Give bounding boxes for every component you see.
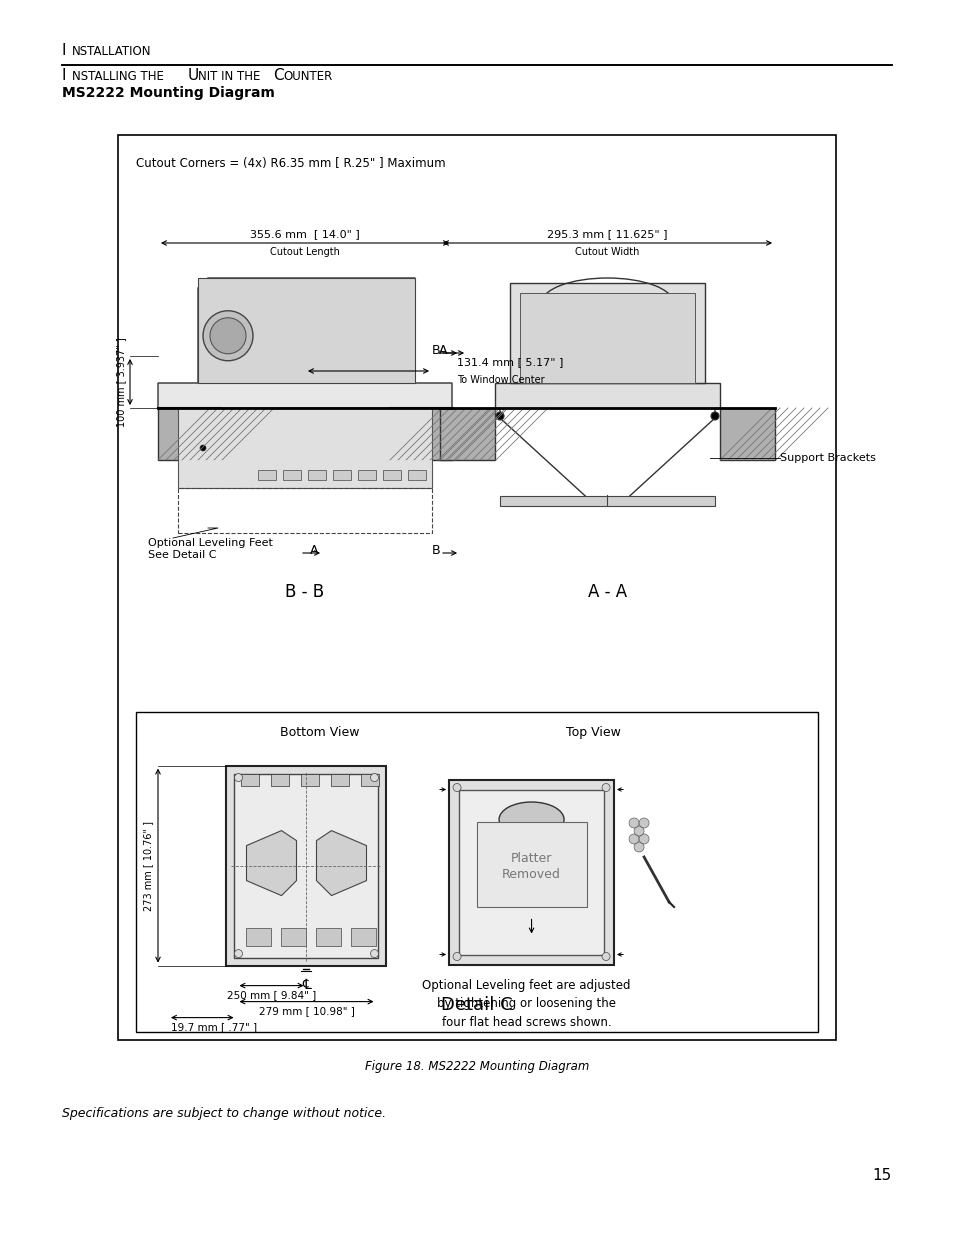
- Circle shape: [234, 773, 242, 782]
- Text: NSTALLATION: NSTALLATION: [71, 44, 152, 58]
- Bar: [476, 823, 586, 906]
- Bar: [281, 927, 306, 946]
- Text: Support Brackets: Support Brackets: [780, 453, 875, 463]
- Circle shape: [628, 834, 639, 844]
- Bar: [118, 135, 835, 1040]
- Text: Optional Leveling Feet
See Detail C: Optional Leveling Feet See Detail C: [148, 538, 273, 559]
- Bar: [226, 766, 386, 966]
- Text: Platter
Removed: Platter Removed: [501, 852, 560, 882]
- Bar: [315, 927, 340, 946]
- Bar: [357, 471, 375, 480]
- Text: Optional Leveling feet are adjusted
by tightening or loosening the
four flat hea: Optional Leveling feet are adjusted by t…: [422, 979, 630, 1029]
- Text: Specifications are subject to change without notice.: Specifications are subject to change wit…: [62, 1107, 386, 1120]
- Text: I: I: [62, 43, 67, 58]
- Bar: [390, 408, 452, 459]
- Text: Bottom View: Bottom View: [280, 726, 359, 739]
- Text: Top View: Top View: [565, 726, 619, 739]
- Bar: [499, 496, 714, 506]
- Bar: [449, 779, 614, 965]
- Text: Cutout Width: Cutout Width: [575, 247, 639, 257]
- Bar: [408, 471, 426, 480]
- Circle shape: [601, 783, 609, 792]
- Text: 279 mm [ 10.98" ]: 279 mm [ 10.98" ]: [258, 1005, 355, 1015]
- Text: ℄: ℄: [302, 978, 311, 992]
- Text: 131.4 mm [ 5.17" ]: 131.4 mm [ 5.17" ]: [456, 357, 563, 367]
- Bar: [198, 278, 415, 383]
- Circle shape: [496, 412, 503, 420]
- Bar: [458, 789, 603, 955]
- Bar: [178, 408, 432, 488]
- Bar: [234, 773, 378, 957]
- Text: NSTALLING THE: NSTALLING THE: [71, 70, 168, 83]
- Bar: [283, 471, 301, 480]
- Circle shape: [639, 818, 648, 827]
- Circle shape: [601, 952, 609, 961]
- Circle shape: [710, 412, 719, 420]
- Text: 355.6 mm  [ 14.0" ]: 355.6 mm [ 14.0" ]: [250, 228, 359, 240]
- Bar: [439, 408, 495, 459]
- Text: 19.7 mm [ .77" ]: 19.7 mm [ .77" ]: [171, 1021, 257, 1031]
- Text: A: A: [438, 343, 447, 357]
- Bar: [257, 471, 275, 480]
- Text: B: B: [431, 543, 439, 557]
- Circle shape: [639, 834, 648, 844]
- Bar: [136, 713, 817, 1032]
- Bar: [331, 773, 349, 785]
- Text: C: C: [273, 68, 283, 83]
- Text: 15: 15: [872, 1168, 891, 1183]
- Circle shape: [203, 311, 253, 361]
- Text: B - B: B - B: [285, 583, 324, 601]
- Text: Cutout Corners = (4x) R6.35 mm [ R.25" ] Maximum: Cutout Corners = (4x) R6.35 mm [ R.25" ]…: [136, 157, 445, 170]
- Circle shape: [628, 818, 639, 827]
- Text: 273 mm [ 10.76" ]: 273 mm [ 10.76" ]: [143, 820, 152, 910]
- Bar: [519, 293, 695, 383]
- Bar: [360, 773, 378, 785]
- Circle shape: [634, 826, 643, 836]
- Text: U: U: [188, 68, 199, 83]
- Text: Cutout Length: Cutout Length: [270, 247, 339, 257]
- Text: MS2222 Mounting Diagram: MS2222 Mounting Diagram: [62, 86, 274, 100]
- Text: 100 mm [ 3.937" ]: 100 mm [ 3.937" ]: [116, 337, 126, 427]
- Bar: [271, 773, 289, 785]
- Circle shape: [634, 842, 643, 852]
- Text: I: I: [62, 68, 67, 83]
- Text: 250 mm [ 9.84" ]: 250 mm [ 9.84" ]: [227, 989, 315, 999]
- Circle shape: [210, 317, 246, 353]
- Bar: [351, 927, 375, 946]
- Circle shape: [370, 773, 378, 782]
- Text: 295.3 mm [ 11.625" ]: 295.3 mm [ 11.625" ]: [547, 228, 667, 240]
- Circle shape: [200, 445, 206, 451]
- Ellipse shape: [498, 802, 563, 837]
- Polygon shape: [158, 278, 452, 408]
- Text: OUNTER: OUNTER: [283, 70, 332, 83]
- Bar: [246, 927, 271, 946]
- Bar: [241, 773, 258, 785]
- Bar: [510, 283, 704, 383]
- Bar: [720, 408, 774, 459]
- Circle shape: [453, 952, 460, 961]
- Text: Detail C: Detail C: [440, 995, 513, 1014]
- Text: NIT IN THE: NIT IN THE: [198, 70, 264, 83]
- Bar: [158, 408, 220, 459]
- Circle shape: [370, 950, 378, 957]
- Bar: [333, 471, 351, 480]
- Text: A: A: [310, 543, 318, 557]
- Text: B: B: [431, 343, 439, 357]
- Polygon shape: [246, 831, 296, 895]
- Circle shape: [453, 783, 460, 792]
- Text: To Window Center: To Window Center: [456, 375, 544, 385]
- Circle shape: [234, 950, 242, 957]
- Bar: [301, 773, 318, 785]
- Bar: [495, 383, 720, 408]
- Bar: [382, 471, 400, 480]
- Bar: [308, 471, 326, 480]
- Bar: [178, 488, 432, 534]
- Polygon shape: [316, 831, 366, 895]
- Text: A - A: A - A: [587, 583, 626, 601]
- Text: Figure 18. MS2222 Mounting Diagram: Figure 18. MS2222 Mounting Diagram: [364, 1060, 589, 1073]
